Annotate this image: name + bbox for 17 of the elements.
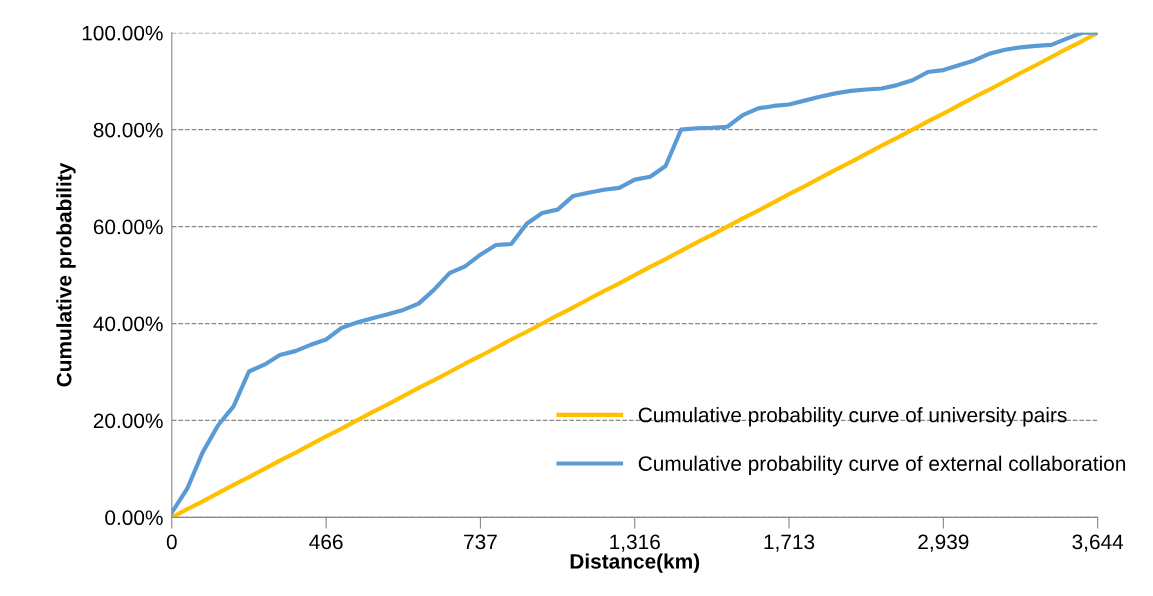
y-tick-label: 20.00% [93, 413, 163, 429]
y-tick-label: 60.00% [93, 219, 163, 235]
x-tick-label: 3,644 [1072, 534, 1124, 552]
x-tick-label: 466 [309, 534, 343, 550]
x-axis-title: Distance(km) [570, 553, 700, 573]
y-tick-label: 0.00% [105, 510, 163, 526]
y-axis-title: Cumulative probability [56, 162, 76, 387]
x-tick-label: 0 [166, 534, 177, 550]
legend-label: Cumulative probability curve of external collaboration [638, 455, 1126, 476]
x-tick-label: 2,939 [918, 534, 969, 552]
y-tick-label: 40.00% [93, 316, 163, 332]
x-tick-label: 1,316 [610, 534, 660, 552]
y-tick-label: 80.00% [93, 122, 163, 138]
x-tick-label: 1,713 [764, 534, 815, 552]
x-tick-label: 737 [464, 534, 497, 550]
legend-label: Cumulative probability curve of university pairs [638, 407, 1067, 427]
y-tick-label: 100.00% [82, 25, 163, 41]
